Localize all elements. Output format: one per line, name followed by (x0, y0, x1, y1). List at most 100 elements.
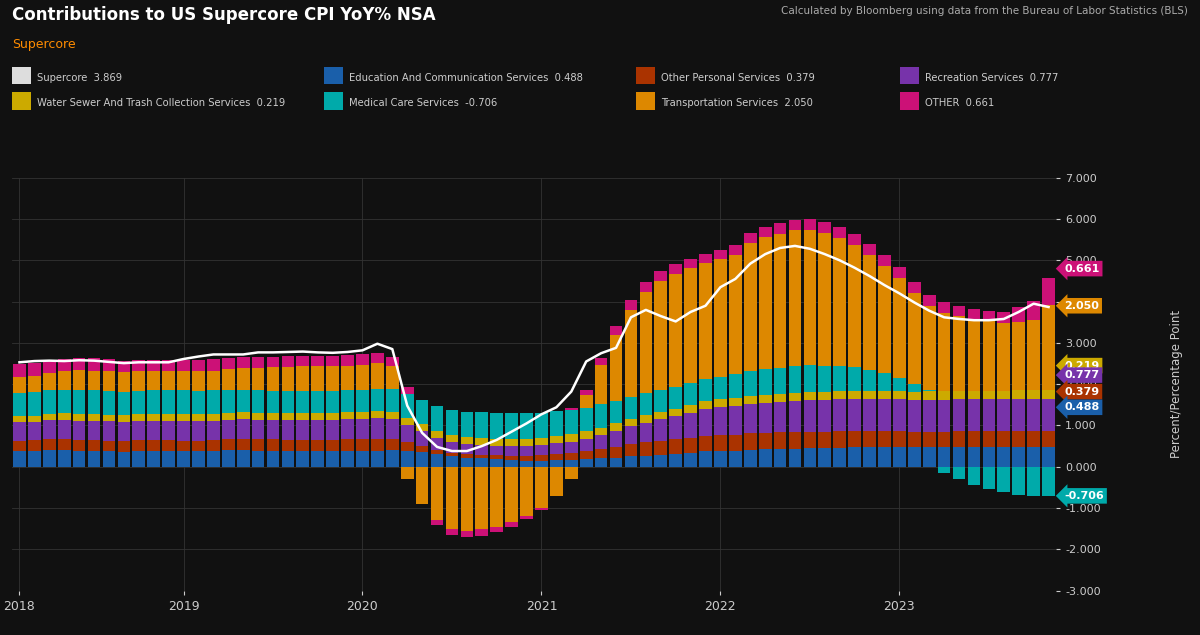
Bar (863, 244, 876, 255)
Bar (758, 433, 772, 450)
Bar (505, 460, 518, 467)
Bar (13, 441, 25, 451)
Bar (118, 441, 130, 452)
Bar (893, 278, 906, 378)
Bar (938, 432, 950, 447)
Bar (491, 459, 503, 467)
Bar (73, 358, 85, 370)
Bar (88, 371, 101, 391)
Bar (88, 358, 101, 371)
Bar (654, 412, 667, 419)
Text: Transportation Services  2.050: Transportation Services 2.050 (661, 98, 814, 109)
Bar (132, 360, 145, 371)
Bar (804, 392, 816, 400)
Bar (654, 441, 667, 455)
Bar (326, 366, 338, 391)
Bar (475, 438, 488, 445)
Bar (788, 401, 802, 432)
Bar (848, 391, 860, 399)
Bar (475, 530, 488, 536)
Bar (521, 516, 533, 519)
Bar (863, 255, 876, 370)
Bar (878, 391, 890, 399)
Bar (983, 311, 995, 321)
Bar (282, 356, 294, 367)
Bar (73, 440, 85, 451)
Bar (445, 443, 458, 453)
Bar (550, 460, 563, 467)
Bar (371, 353, 384, 363)
Y-axis label: Percent/Percentage Point: Percent/Percentage Point (1170, 310, 1183, 458)
Bar (356, 389, 368, 412)
Bar (475, 412, 488, 438)
Bar (266, 367, 280, 391)
Bar (222, 390, 234, 413)
Bar (162, 440, 175, 451)
Bar (521, 439, 533, 446)
Bar (774, 402, 786, 432)
Text: Other Personal Services  0.379: Other Personal Services 0.379 (661, 73, 815, 83)
Bar (43, 450, 55, 467)
Bar (371, 451, 384, 467)
Bar (595, 404, 607, 427)
Bar (700, 401, 712, 408)
Bar (13, 377, 25, 393)
Bar (714, 451, 727, 467)
Bar (893, 431, 906, 447)
Bar (461, 467, 473, 531)
Text: -0.706: -0.706 (1064, 491, 1104, 501)
Bar (625, 426, 637, 444)
Bar (266, 439, 280, 451)
Bar (625, 444, 637, 457)
Bar (804, 432, 816, 448)
Bar (356, 419, 368, 439)
Bar (28, 392, 41, 415)
Bar (43, 414, 55, 420)
Bar (132, 414, 145, 421)
Bar (580, 391, 593, 396)
Text: Supercore: Supercore (12, 38, 76, 51)
Bar (341, 419, 354, 439)
Bar (878, 399, 890, 431)
Bar (341, 412, 354, 419)
Bar (550, 436, 563, 443)
Bar (983, 447, 995, 467)
Bar (58, 420, 71, 439)
Bar (132, 440, 145, 451)
Bar (1013, 467, 1025, 495)
Bar (758, 370, 772, 395)
Bar (670, 264, 682, 274)
Bar (714, 377, 727, 399)
Bar (162, 414, 175, 421)
Bar (983, 391, 995, 399)
Bar (118, 422, 130, 441)
Bar (103, 422, 115, 441)
Bar (610, 326, 623, 335)
Bar (491, 526, 503, 532)
Bar (296, 366, 310, 391)
Bar (595, 358, 607, 365)
Bar (670, 409, 682, 417)
Bar (13, 393, 25, 416)
Bar (103, 441, 115, 451)
Bar (967, 399, 980, 431)
Bar (43, 391, 55, 414)
Bar (371, 411, 384, 418)
Bar (788, 220, 802, 231)
Bar (431, 431, 443, 438)
Bar (818, 432, 832, 448)
Bar (640, 393, 652, 415)
Text: Supercore  3.869: Supercore 3.869 (37, 73, 122, 83)
Bar (908, 392, 920, 400)
Bar (192, 414, 205, 422)
Bar (684, 453, 697, 467)
Bar (684, 413, 697, 438)
Bar (312, 356, 324, 366)
Bar (445, 457, 458, 467)
Bar (1027, 390, 1040, 399)
Bar (700, 436, 712, 451)
Bar (58, 371, 71, 389)
Bar (997, 323, 1010, 391)
Bar (401, 387, 414, 394)
Bar (938, 313, 950, 391)
